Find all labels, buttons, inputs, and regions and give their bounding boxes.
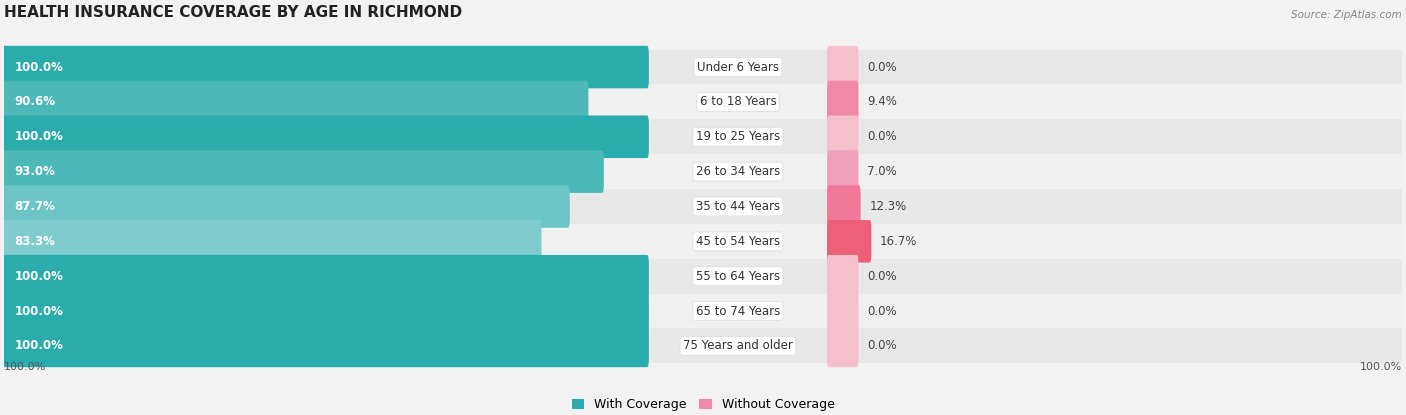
Text: 0.0%: 0.0% xyxy=(868,130,897,143)
Text: 6 to 18 Years: 6 to 18 Years xyxy=(700,95,776,108)
Text: 100.0%: 100.0% xyxy=(14,130,63,143)
FancyBboxPatch shape xyxy=(827,185,860,228)
Text: Under 6 Years: Under 6 Years xyxy=(697,61,779,73)
Text: 12.3%: 12.3% xyxy=(869,200,907,213)
Text: 83.3%: 83.3% xyxy=(14,235,55,248)
FancyBboxPatch shape xyxy=(3,185,569,228)
FancyBboxPatch shape xyxy=(3,150,603,193)
Text: 75 Years and older: 75 Years and older xyxy=(683,339,793,352)
Text: 35 to 44 Years: 35 to 44 Years xyxy=(696,200,780,213)
FancyBboxPatch shape xyxy=(827,150,859,193)
FancyBboxPatch shape xyxy=(827,81,859,123)
Text: 100.0%: 100.0% xyxy=(14,270,63,283)
FancyBboxPatch shape xyxy=(3,290,648,332)
Text: 100.0%: 100.0% xyxy=(14,305,63,317)
Text: 16.7%: 16.7% xyxy=(880,235,918,248)
Text: 55 to 64 Years: 55 to 64 Years xyxy=(696,270,780,283)
FancyBboxPatch shape xyxy=(827,290,859,332)
Bar xyxy=(4,189,1402,224)
Text: 9.4%: 9.4% xyxy=(868,95,897,108)
Bar xyxy=(4,50,1402,85)
Text: 100.0%: 100.0% xyxy=(1360,362,1402,372)
FancyBboxPatch shape xyxy=(827,115,859,158)
FancyBboxPatch shape xyxy=(827,220,872,263)
Text: 90.6%: 90.6% xyxy=(14,95,56,108)
FancyBboxPatch shape xyxy=(3,46,648,88)
Text: 65 to 74 Years: 65 to 74 Years xyxy=(696,305,780,317)
Text: 0.0%: 0.0% xyxy=(868,305,897,317)
Text: 87.7%: 87.7% xyxy=(14,200,55,213)
Text: 7.0%: 7.0% xyxy=(868,165,897,178)
FancyBboxPatch shape xyxy=(827,255,859,298)
Bar xyxy=(4,294,1402,329)
Text: 100.0%: 100.0% xyxy=(14,61,63,73)
Text: 0.0%: 0.0% xyxy=(868,339,897,352)
Text: Source: ZipAtlas.com: Source: ZipAtlas.com xyxy=(1291,10,1402,20)
Bar xyxy=(4,85,1402,120)
Legend: With Coverage, Without Coverage: With Coverage, Without Coverage xyxy=(567,393,839,415)
FancyBboxPatch shape xyxy=(3,81,588,123)
Text: HEALTH INSURANCE COVERAGE BY AGE IN RICHMOND: HEALTH INSURANCE COVERAGE BY AGE IN RICH… xyxy=(4,5,463,20)
Text: 100.0%: 100.0% xyxy=(14,339,63,352)
FancyBboxPatch shape xyxy=(3,325,648,367)
Text: 0.0%: 0.0% xyxy=(868,270,897,283)
Text: 19 to 25 Years: 19 to 25 Years xyxy=(696,130,780,143)
FancyBboxPatch shape xyxy=(3,255,648,298)
FancyBboxPatch shape xyxy=(3,220,541,263)
Text: 0.0%: 0.0% xyxy=(868,61,897,73)
Bar xyxy=(4,154,1402,189)
Text: 93.0%: 93.0% xyxy=(14,165,55,178)
Text: 45 to 54 Years: 45 to 54 Years xyxy=(696,235,780,248)
Text: 26 to 34 Years: 26 to 34 Years xyxy=(696,165,780,178)
FancyBboxPatch shape xyxy=(3,115,648,158)
Bar xyxy=(4,120,1402,154)
Bar xyxy=(4,224,1402,259)
Bar xyxy=(4,259,1402,294)
Text: 100.0%: 100.0% xyxy=(4,362,46,372)
FancyBboxPatch shape xyxy=(827,325,859,367)
Bar xyxy=(4,329,1402,364)
FancyBboxPatch shape xyxy=(827,46,859,88)
